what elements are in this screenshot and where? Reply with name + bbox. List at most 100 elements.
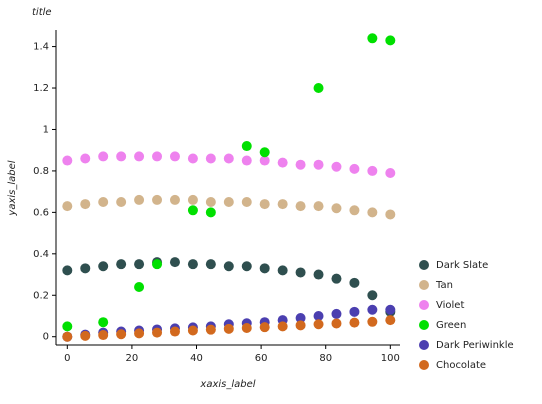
point — [385, 315, 396, 326]
legend-marker — [419, 340, 429, 350]
point — [116, 329, 127, 340]
y-tick-label: 0.8 — [33, 166, 49, 177]
point — [367, 304, 378, 315]
point — [62, 201, 73, 212]
point — [367, 207, 378, 218]
point — [205, 197, 216, 208]
point — [134, 259, 145, 270]
point — [277, 265, 288, 276]
point — [152, 194, 163, 205]
legend-marker — [419, 260, 429, 270]
point — [313, 159, 324, 170]
point — [116, 259, 127, 270]
point — [313, 319, 324, 330]
point — [331, 318, 342, 329]
point — [385, 35, 396, 46]
point — [223, 323, 234, 334]
point — [313, 201, 324, 212]
point — [295, 313, 306, 324]
point — [241, 323, 252, 334]
point — [259, 147, 270, 158]
point — [241, 261, 252, 272]
point — [223, 153, 234, 164]
point — [134, 194, 145, 205]
point — [223, 261, 234, 272]
point — [116, 151, 127, 162]
point — [169, 326, 180, 337]
point — [259, 199, 270, 210]
point — [295, 267, 306, 278]
point — [80, 199, 91, 210]
point — [187, 153, 198, 164]
point — [116, 197, 127, 208]
point — [134, 328, 145, 339]
y-tick-label: 0.6 — [33, 207, 49, 218]
point — [241, 197, 252, 208]
point — [277, 321, 288, 332]
point — [98, 151, 109, 162]
y-tick-label: 1 — [43, 124, 49, 135]
point — [277, 157, 288, 168]
point — [223, 197, 234, 208]
point — [80, 153, 91, 164]
point — [277, 199, 288, 210]
point — [62, 321, 73, 332]
point — [313, 310, 324, 321]
point — [313, 83, 324, 94]
chart-title: title — [32, 7, 52, 18]
legend-label: Green — [436, 320, 466, 331]
legend-label: Dark Slate — [436, 260, 488, 271]
point — [80, 263, 91, 274]
legend-label: Dark Periwinkle — [436, 340, 514, 351]
point — [98, 197, 109, 208]
y-tick-label: 0.2 — [33, 290, 49, 301]
point — [62, 155, 73, 166]
point — [62, 331, 73, 342]
point — [259, 263, 270, 274]
point — [331, 203, 342, 214]
point — [313, 269, 324, 280]
point — [241, 141, 252, 152]
legend-marker — [419, 300, 429, 310]
x-tick-label: 80 — [319, 353, 332, 364]
point — [385, 304, 396, 315]
legend-marker — [419, 360, 429, 370]
point — [187, 325, 198, 336]
point — [331, 161, 342, 172]
point — [187, 259, 198, 270]
point — [62, 265, 73, 276]
point — [367, 165, 378, 176]
y-tick-label: 0 — [43, 332, 49, 343]
point — [152, 327, 163, 338]
point — [349, 277, 360, 288]
point — [385, 167, 396, 178]
x-tick-label: 0 — [64, 353, 70, 364]
y-tick-label: 1.2 — [33, 83, 49, 94]
point — [205, 259, 216, 270]
point — [98, 261, 109, 272]
point — [349, 163, 360, 174]
x-tick-label: 20 — [126, 353, 139, 364]
point — [241, 155, 252, 166]
point — [169, 257, 180, 268]
point — [98, 330, 109, 341]
point — [134, 151, 145, 162]
point — [349, 205, 360, 216]
point — [205, 207, 216, 218]
point — [385, 209, 396, 220]
point — [134, 281, 145, 292]
point — [295, 320, 306, 331]
legend-marker — [419, 320, 429, 330]
point — [187, 205, 198, 216]
point — [152, 151, 163, 162]
x-tick-label: 100 — [381, 353, 400, 364]
point — [349, 306, 360, 317]
point — [295, 159, 306, 170]
point — [98, 317, 109, 328]
point — [152, 259, 163, 270]
point — [331, 273, 342, 284]
point — [331, 308, 342, 319]
x-axis-label: xaxis_label — [199, 379, 255, 390]
x-tick-label: 60 — [255, 353, 268, 364]
